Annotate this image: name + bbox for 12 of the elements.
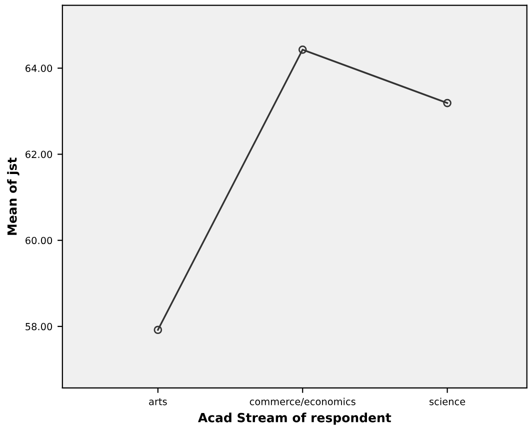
x-tick-label: commerce/economics [250, 398, 356, 406]
x-axis-title: Acad Stream of respondent [198, 412, 392, 425]
y-tick-label: 60.00 [26, 236, 52, 244]
y-axis-title: Mean of jst [7, 158, 20, 235]
y-tick-label: 64.00 [26, 64, 52, 72]
y-tick-label: 58.00 [26, 322, 52, 330]
x-tick-label: science [430, 398, 466, 406]
point [154, 326, 162, 334]
y-tick-label: 62.00 [26, 150, 52, 158]
point [298, 45, 307, 54]
x-tick-label: arts [149, 398, 167, 406]
point [443, 98, 452, 108]
